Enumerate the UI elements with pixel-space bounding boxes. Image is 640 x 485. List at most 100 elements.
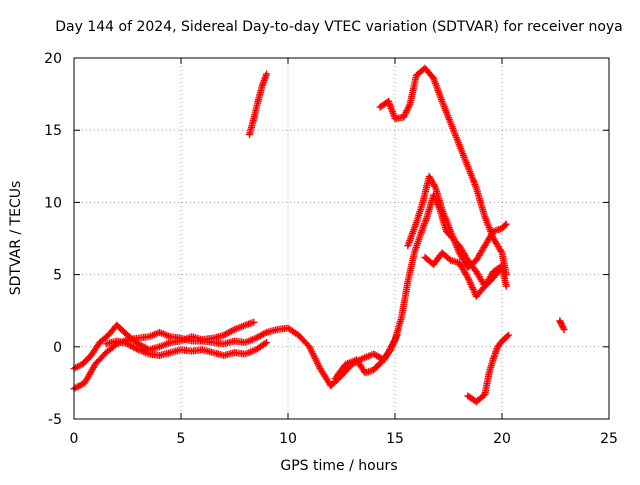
data-point [492, 357, 495, 360]
data-point [363, 371, 367, 374]
data-point [507, 334, 510, 337]
data-point [158, 354, 161, 357]
data-point [475, 295, 478, 298]
data-point [265, 72, 268, 76]
series-track-c [102, 337, 271, 359]
data-point [137, 336, 140, 340]
series-markers [404, 172, 510, 271]
data-point [355, 358, 358, 361]
data-point [466, 165, 469, 168]
data-point [308, 345, 311, 348]
x-tick-label: 25 [600, 431, 618, 447]
data-point [475, 186, 478, 190]
data-point [190, 349, 193, 353]
data-point [233, 339, 236, 343]
data-point [458, 143, 461, 146]
series-track-f [376, 64, 510, 279]
data-point [89, 354, 93, 357]
data-point [500, 227, 504, 230]
data-point [475, 400, 478, 403]
data-point [419, 232, 422, 236]
y-axis-label: SDTVAR / TECUs [8, 181, 24, 296]
series-track-d [246, 70, 271, 138]
data-point [432, 77, 435, 80]
x-tick-label: 5 [177, 431, 186, 447]
data-point [126, 342, 129, 346]
data-point [169, 335, 172, 338]
data-point [265, 331, 268, 334]
data-point [458, 261, 461, 265]
data-point [244, 352, 247, 356]
data-point [413, 251, 416, 255]
data-point [389, 348, 392, 351]
data-point [500, 251, 504, 255]
data-point [475, 270, 478, 273]
data-point [94, 362, 97, 366]
data-point [244, 341, 247, 344]
y-tick-label: 20 [44, 51, 62, 67]
data-point [393, 117, 397, 120]
data-point [440, 251, 444, 255]
data-point [475, 258, 478, 262]
x-tick-label: 15 [386, 431, 404, 447]
data-point [562, 328, 566, 331]
data-point [254, 348, 258, 351]
x-tick-label: 20 [493, 431, 511, 447]
data-point [487, 371, 491, 374]
data-point [286, 326, 290, 330]
data-point [169, 341, 172, 344]
data-point [449, 121, 452, 125]
data-point [333, 377, 337, 380]
data-point [408, 103, 412, 106]
data-point [505, 284, 508, 288]
data-point [233, 328, 236, 331]
data-point [423, 256, 427, 259]
data-point [406, 280, 410, 284]
data-point [492, 270, 495, 273]
data-point [496, 345, 499, 348]
data-point [276, 328, 279, 331]
data-point [104, 342, 108, 346]
series-markers [464, 331, 512, 406]
data-point [505, 222, 508, 226]
ticks: 0 5 10 15 20 25 -5 0 5 10 15 20 [44, 51, 618, 447]
data-point [190, 335, 193, 338]
chart-title: Day 144 of 2024, Sidereal Day-to-day VTE… [55, 19, 623, 35]
data-point [329, 384, 332, 387]
data-point [421, 201, 425, 204]
data-point [147, 352, 151, 356]
data-point [169, 351, 172, 354]
data-point [483, 215, 487, 219]
data-point [222, 342, 225, 346]
data-point [222, 334, 225, 337]
series-track-h [421, 249, 506, 300]
data-point [179, 348, 183, 351]
data-point [261, 84, 264, 87]
data-point [423, 66, 427, 70]
data-point [248, 133, 251, 136]
data-point [380, 360, 384, 363]
data-point [126, 334, 129, 337]
data-point [449, 230, 452, 233]
x-tick-label: 0 [70, 431, 79, 447]
series-track-i [464, 331, 512, 406]
data-point [428, 175, 431, 178]
data-point [466, 394, 469, 398]
data-point [378, 105, 382, 109]
y-tick-label: 15 [44, 123, 62, 139]
data-point [158, 331, 161, 334]
data-point [440, 100, 444, 103]
data-point [211, 351, 215, 354]
series-track-j [556, 317, 568, 333]
data-point [98, 341, 101, 344]
data-point [483, 393, 487, 396]
data-point [137, 348, 140, 351]
y-tick-label: 5 [53, 268, 62, 284]
data-point [201, 339, 204, 343]
data-point [201, 348, 204, 351]
data-point [402, 116, 405, 119]
data-point [211, 336, 215, 340]
data-point [432, 193, 435, 197]
data-point [254, 336, 258, 340]
data-point [387, 100, 390, 103]
